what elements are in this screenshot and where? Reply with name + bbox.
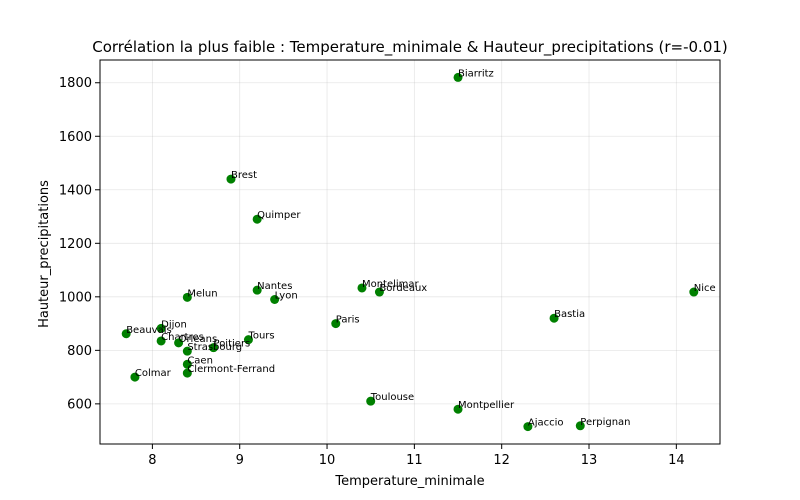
data-point-label: Lyon [275,290,298,301]
data-point [226,174,236,184]
grid-lines [100,60,720,444]
data-point [130,372,140,382]
x-tick-label: 12 [493,453,510,468]
data-point-label: Bordeaux [379,283,427,294]
data-point-label: Clermont-Ferrand [187,364,275,375]
plot-frame [99,59,721,445]
y-tick-label: 1400 [59,183,92,198]
data-point-label: Ajaccio [528,418,564,429]
data-point-label: Paris [336,315,360,326]
y-axis-ticks: 600 800 1000 1200 1400 1600 1800 [59,76,100,412]
data-point-label: Tours [247,331,274,342]
data-point-label: Perpignan [580,417,630,428]
data-point [252,285,262,295]
data-point-label: Nantes [257,281,292,292]
y-tick-label: 1000 [59,290,92,305]
data-point-label: Nice [694,283,716,294]
data-point [182,292,192,302]
data-point-label: Poitiers [214,339,251,350]
data-point [270,294,280,304]
data-point-label: Montpellier [458,400,515,411]
x-tick-label: 8 [148,453,156,468]
data-point [366,396,376,406]
data-point-label: Brest [231,170,257,181]
data-point [174,338,184,348]
x-tick-label: 11 [406,453,423,468]
data-point [182,346,192,356]
data-point [182,368,192,378]
x-axis-label: Temperature_minimale [334,474,484,489]
data-point-label: Caen [187,355,213,366]
y-axis-label: Hauteur_precipitations [37,180,52,328]
y-tick-label: 1600 [59,130,92,145]
x-tick-label: 14 [668,453,685,468]
chart-title: Corrélation la plus faible : Temperature… [92,38,728,57]
data-point [156,323,166,333]
data-point [453,72,463,82]
data-point-label: Quimper [257,210,301,221]
data-point-label: Toulouse [370,392,414,403]
data-point-label: Montelimar [362,279,420,290]
data-point [182,359,192,369]
y-tick-label: 800 [67,344,92,359]
data-point [523,422,533,432]
data-point-label: Dijon [161,319,187,330]
data-point [549,313,559,323]
data-point [374,287,384,297]
data-point-label: Strasbourg [187,342,242,353]
data-point [121,329,131,339]
x-tick-label: 9 [236,453,244,468]
data-point-label: Bastia [554,309,585,320]
x-tick-label: 13 [581,453,598,468]
data-point [243,335,253,345]
y-tick-label: 1800 [59,76,92,91]
data-point-label: Beauvais [126,325,172,336]
data-point-label: Colmar [135,368,172,379]
data-point [575,421,585,431]
data-point [357,283,367,293]
data-point [156,336,166,346]
y-tick-label: 600 [67,397,92,412]
data-point [252,214,262,224]
data-point [689,287,699,297]
data-point-label: Orleans [179,334,218,345]
x-tick-label: 10 [319,453,336,468]
data-point-label: Biarritz [458,68,494,79]
data-point [331,319,341,329]
data-point-label: Melun [187,288,217,299]
data-point-label: Chartres [161,332,204,343]
y-tick-label: 1200 [59,237,92,252]
data-point [209,343,219,353]
x-axis-ticks: 8 9 10 11 12 13 14 [148,444,685,468]
data-point [453,404,463,414]
